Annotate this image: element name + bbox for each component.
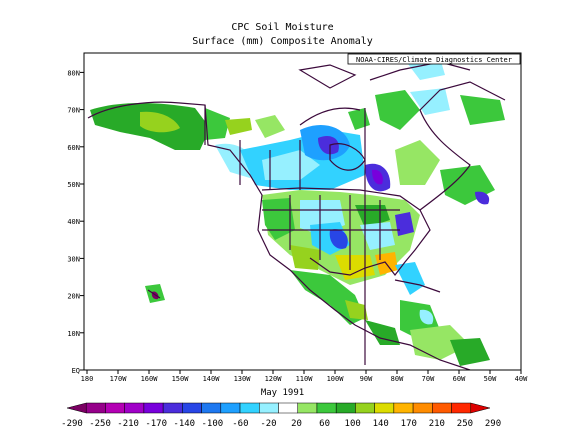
lon-tick-label: 50W xyxy=(484,375,497,383)
date-label: May 1991 xyxy=(260,388,305,398)
colorbar-label: 290 xyxy=(485,419,501,429)
lon-tick-label: 130W xyxy=(234,375,252,383)
map-frame xyxy=(83,52,522,371)
colorbar-swatch xyxy=(85,402,106,414)
lat-tick-label: 60N xyxy=(67,144,80,152)
coastlines xyxy=(87,61,506,370)
colorbar-swatch xyxy=(297,402,318,414)
colorbar-swatch xyxy=(201,402,222,414)
credit-box xyxy=(347,53,521,65)
colorbar-label: 60 xyxy=(319,419,330,429)
colorbar-label: -250 xyxy=(89,419,111,429)
lon-tick-label: 170W xyxy=(110,375,128,383)
colorbar-swatch xyxy=(412,402,433,414)
lat-tick-label: 70N xyxy=(67,107,80,115)
colorbar-swatch xyxy=(124,402,145,414)
colorbar-label: 250 xyxy=(457,419,473,429)
lat-tick-label: 20N xyxy=(67,293,80,301)
colorbar-label: 100 xyxy=(345,419,361,429)
colorbar-swatch xyxy=(220,402,241,414)
lat-tick-label: 40N xyxy=(67,218,80,226)
colorbar-swatch xyxy=(259,402,279,414)
colorbar-swatch xyxy=(335,402,356,414)
lon-tick-label: 100W xyxy=(327,375,345,383)
colorbar-swatch xyxy=(143,402,164,414)
colorbar-label: 140 xyxy=(373,419,389,429)
colorbar-swatch xyxy=(374,402,395,414)
colorbar-label: 210 xyxy=(429,419,445,429)
lon-tick-label: 180 xyxy=(81,375,94,383)
anomaly-shading xyxy=(90,58,505,366)
longitude-axis: 180 170W 160W 150W 140W 130W 120W 110W 100W 90W 80… xyxy=(81,370,528,383)
colorbar-swatch xyxy=(66,402,87,414)
lat-tick-label: EQ xyxy=(72,367,80,375)
lon-tick-label: 80W xyxy=(391,375,404,383)
colorbar-label: -100 xyxy=(201,419,223,429)
colorbar-label: 170 xyxy=(401,419,417,429)
colorbar-label: -20 xyxy=(260,419,276,429)
lat-tick-label: 30N xyxy=(67,255,80,263)
latitude-axis: EQ 10N 20N 30N 40N 50N 60N 70N 80N xyxy=(67,69,84,375)
colorbar-swatch xyxy=(355,402,375,414)
colorbar-label: -140 xyxy=(173,419,195,429)
colorbar-swatch xyxy=(316,402,337,414)
colorbar-swatch xyxy=(105,402,125,414)
colorbar-swatch xyxy=(278,402,298,414)
colorbar-swatch xyxy=(470,402,491,414)
chart-title: CPC Soil Moisture xyxy=(231,22,334,33)
lat-tick-label: 10N xyxy=(67,330,80,338)
colorbar-label: 20 xyxy=(291,419,302,429)
lon-tick-label: 160W xyxy=(141,375,159,383)
colorbar-label: -290 xyxy=(61,419,83,429)
lon-tick-label: 60W xyxy=(453,375,466,383)
credit-text: NOAA-CIRES/Climate Diagnostics Center xyxy=(356,56,512,64)
colorbar-swatch xyxy=(182,402,202,414)
lon-tick-label: 40W xyxy=(515,375,528,383)
colorbar-swatch xyxy=(239,402,260,414)
colorbar: -290 -250 -210 -170 -140 -100 -60 -20 20 60 100 140… xyxy=(61,402,501,429)
lon-tick-label: 90W xyxy=(360,375,373,383)
colorbar-swatch xyxy=(162,402,183,414)
chart-subtitle: Surface (mm) Composite Anomaly xyxy=(192,36,373,47)
colorbar-label: -210 xyxy=(117,419,139,429)
colorbar-swatch xyxy=(432,402,452,414)
lat-tick-label: 50N xyxy=(67,181,80,189)
lon-tick-label: 150W xyxy=(172,375,190,383)
lon-tick-label: 140W xyxy=(203,375,221,383)
lon-tick-label: 110W xyxy=(296,375,314,383)
lat-tick-label: 80N xyxy=(67,69,80,77)
colorbar-label: -170 xyxy=(145,419,167,429)
colorbar-label: -60 xyxy=(232,419,248,429)
lon-tick-label: 70W xyxy=(422,375,435,383)
colorbar-swatch xyxy=(451,402,472,414)
colorbar-swatch xyxy=(393,402,414,414)
lon-tick-label: 120W xyxy=(265,375,283,383)
